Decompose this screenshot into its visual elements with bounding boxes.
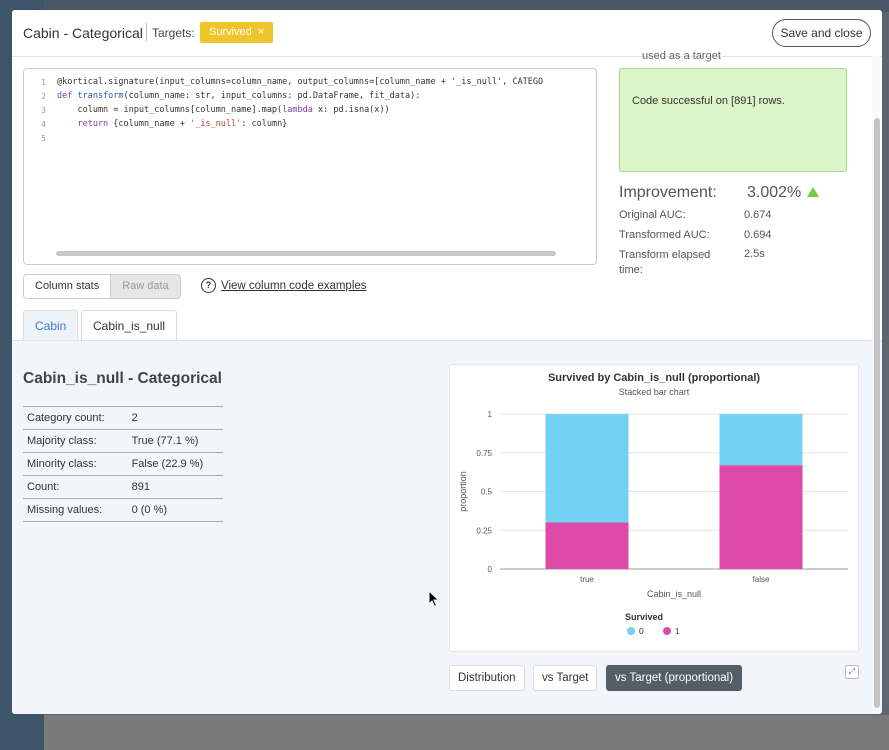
code-text: x: pd.isna(x)) bbox=[312, 105, 390, 115]
line-number: 4 bbox=[41, 120, 46, 129]
category-title: Cabin_is_null - Categorical bbox=[23, 370, 222, 387]
legend-title: Survived bbox=[625, 612, 663, 622]
legend-swatch bbox=[663, 627, 671, 635]
bar-segment bbox=[545, 522, 629, 569]
stat-value: 2 bbox=[131, 412, 138, 424]
raw-data-button[interactable]: Raw data bbox=[111, 275, 180, 298]
legend-swatch bbox=[627, 627, 635, 635]
improvement-value: 3.002% bbox=[747, 184, 802, 201]
legend-label: 1 bbox=[675, 626, 680, 636]
stat-label: Minority class: bbox=[27, 458, 97, 470]
code-keyword: lambda bbox=[282, 105, 313, 115]
transform-time-label: Transform elapsed time: bbox=[619, 249, 711, 276]
y-tick-label: 0 bbox=[488, 565, 493, 574]
stat-label: Majority class: bbox=[27, 435, 97, 447]
y-axis-label: proportion bbox=[458, 471, 468, 512]
horizontal-scrollbar[interactable] bbox=[56, 251, 556, 256]
column-stats-panel: Cabin_is_null - Categorical Category cou… bbox=[12, 340, 882, 714]
target-badge-label: Survived bbox=[209, 26, 252, 38]
stat-label: Count: bbox=[27, 481, 60, 493]
expand-icon[interactable]: ⤢ bbox=[845, 665, 859, 679]
transformed-auc-value: 0.694 bbox=[744, 229, 772, 241]
transform-time-value: 2.5s bbox=[744, 248, 765, 260]
line-number: 5 bbox=[41, 134, 46, 143]
code-text: column = input_columns[column_name].map( bbox=[57, 105, 283, 115]
code-string: '_is_null' bbox=[190, 119, 242, 129]
vs-target-proportional-button[interactable]: vs Target (proportional) bbox=[606, 665, 743, 691]
background-bottom bbox=[44, 715, 889, 750]
tab-cabin[interactable]: Cabin bbox=[23, 310, 79, 341]
background-top bbox=[0, 0, 889, 12]
code-line: def transform(column_name: str, input_co… bbox=[57, 91, 420, 101]
column-transform-modal: Cabin - Categorical Targets: Survived × S… bbox=[12, 10, 882, 714]
stacked-bar-chart: 0 0.25 0.5 0.75 1 proportion true false Cabin_is… bbox=[458, 410, 848, 636]
y-tick-label: 1 bbox=[488, 410, 493, 419]
transformed-auc-label: Transformed AUC: bbox=[619, 229, 710, 241]
header-divider bbox=[146, 23, 147, 41]
code-keyword: return bbox=[57, 119, 109, 129]
mouse-pointer-icon bbox=[428, 590, 440, 608]
y-tick-label: 0.75 bbox=[476, 449, 492, 458]
modal-title: Cabin - Categorical bbox=[23, 25, 143, 41]
vertical-scrollbar-thumb[interactable] bbox=[874, 118, 880, 708]
code-text: : column} bbox=[241, 119, 288, 129]
line-number: 3 bbox=[41, 106, 46, 115]
success-message: Code successful on [891] rows. bbox=[632, 95, 785, 107]
triangle-up-icon bbox=[807, 187, 819, 197]
close-icon[interactable]: × bbox=[257, 26, 265, 38]
original-auc-label: Original AUC: bbox=[619, 209, 686, 221]
table-row: Missing values: 0 (0 %) bbox=[23, 498, 223, 522]
table-row: Category count: 2 bbox=[23, 406, 223, 430]
success-message-box: Code successful on [891] rows. bbox=[619, 68, 847, 172]
stat-label: Category count: bbox=[27, 412, 105, 424]
y-tick-label: 0.25 bbox=[476, 526, 492, 535]
x-tick-label: true bbox=[580, 575, 594, 584]
stat-value: True (77.1 %) bbox=[131, 435, 199, 447]
code-text: (column_name: str, input_columns: pd.Dat… bbox=[123, 91, 421, 101]
line-number: 1 bbox=[41, 78, 46, 87]
code-editor[interactable]: 1 2 3 4 5 @kortical.signature(input_colu… bbox=[23, 68, 597, 265]
help-icon[interactable]: ? bbox=[201, 278, 216, 293]
vs-target-button[interactable]: vs Target bbox=[533, 665, 598, 691]
code-text: @kortical.signature(input_columns=column… bbox=[57, 77, 544, 87]
code-function-name: transform bbox=[72, 91, 124, 101]
target-badge[interactable]: Survived × bbox=[200, 22, 274, 43]
table-row: Majority class: True (77.1 %) bbox=[23, 429, 223, 453]
partial-text: used as a target bbox=[642, 50, 721, 62]
stats-table: Category count: 2 Majority class: True (77… bbox=[23, 406, 223, 522]
column-code-examples-link[interactable]: View column code examples bbox=[221, 280, 367, 292]
targets-label: Targets: bbox=[152, 26, 195, 40]
bar-segment bbox=[719, 465, 803, 569]
code-line: return {column_name + '_is_null': column… bbox=[57, 119, 287, 129]
y-tick-label: 0.5 bbox=[481, 488, 493, 497]
stat-label: Missing values: bbox=[27, 504, 103, 516]
code-keyword: def bbox=[57, 91, 73, 101]
code-line: column = input_columns[column_name].map(… bbox=[57, 105, 390, 115]
table-row: Count: 891 bbox=[23, 475, 223, 499]
bar-segment bbox=[545, 414, 629, 523]
stat-value: 891 bbox=[131, 481, 150, 493]
chart-title: Survived by Cabin_is_null (proportional) bbox=[547, 372, 761, 384]
x-tick-label: false bbox=[753, 575, 770, 584]
column-stats-button[interactable]: Column stats bbox=[24, 275, 112, 298]
modal-header: Cabin - Categorical Targets: Survived × S… bbox=[12, 10, 882, 57]
line-number-gutter: 1 2 3 4 5 bbox=[24, 69, 48, 259]
code-text: {column_name + bbox=[108, 119, 191, 129]
stat-value: False (22.9 %) bbox=[131, 458, 204, 470]
line-number: 2 bbox=[41, 92, 46, 101]
view-toggle: Column stats Raw data bbox=[23, 274, 181, 299]
table-row: Minority class: False (22.9 %) bbox=[23, 452, 223, 476]
x-axis-label: Cabin_is_null bbox=[647, 589, 701, 599]
bar-segment bbox=[719, 414, 803, 466]
chart-card: Survived by Cabin_is_null (proportional)… bbox=[449, 364, 859, 652]
tab-cabin-is-null[interactable]: Cabin_is_null bbox=[81, 310, 178, 341]
legend-label: 0 bbox=[639, 626, 644, 636]
original-auc-value: 0.674 bbox=[744, 209, 772, 221]
stat-value: 0 (0 %) bbox=[131, 504, 168, 516]
improvement-label: Improvement: bbox=[619, 184, 717, 201]
code-line: @kortical.signature(input_columns=column… bbox=[57, 77, 543, 87]
chart-subtitle: Stacked bar chart bbox=[618, 387, 690, 397]
save-and-close-button[interactable]: Save and close bbox=[772, 19, 871, 47]
distribution-button[interactable]: Distribution bbox=[449, 665, 525, 691]
